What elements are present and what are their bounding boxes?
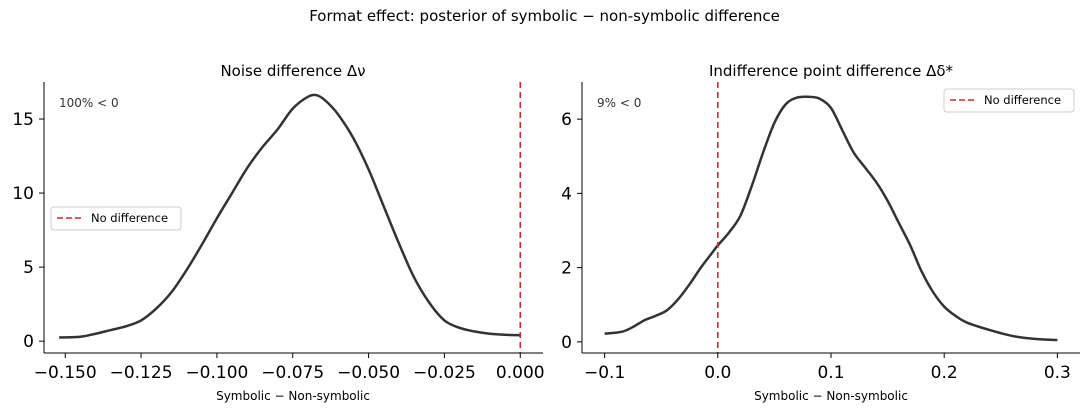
- x-tick-label: 0.000: [496, 363, 545, 383]
- figure-title: Format effect: posterior of symbolic − n…: [309, 7, 780, 25]
- x-tick-label: −0.125: [110, 363, 173, 383]
- y-tick-label: 0: [561, 333, 572, 353]
- x-tick-label: 0.1: [817, 363, 844, 383]
- probability-annotation: 9% < 0: [597, 96, 641, 110]
- density-curve: [604, 95, 1058, 342]
- chart-panel-indifference-point-difference: Indifference point difference Δδ* −0.1 0.…: [561, 62, 1080, 403]
- probability-annotation: 100% < 0: [59, 96, 119, 110]
- chart-title: Indifference point difference Δδ*: [709, 62, 954, 80]
- x-tick-label: −0.050: [337, 363, 400, 383]
- x-tick-label: −0.150: [34, 363, 97, 383]
- x-tick-label: 0.0: [704, 363, 731, 383]
- x-tick-label: 0.2: [931, 363, 958, 383]
- legend-frame: [50, 206, 182, 231]
- y-tick-label: 6: [561, 110, 572, 130]
- x-axis-label: Symbolic − Non-symbolic: [216, 389, 370, 403]
- density-curve: [59, 93, 521, 339]
- y-tick-label: 4: [561, 184, 572, 204]
- legend: No difference: [50, 206, 182, 231]
- y-tick-label: 0: [23, 332, 34, 352]
- y-tick-label: 10: [12, 184, 34, 204]
- legend-label: No difference: [91, 211, 168, 225]
- x-tick-label: −0.025: [413, 363, 476, 383]
- x-tick-label: −0.100: [185, 363, 248, 383]
- x-axis-label: Symbolic − Non-symbolic: [754, 389, 908, 403]
- x-tick-label: −0.1: [584, 363, 625, 383]
- legend-label: No difference: [984, 93, 1061, 107]
- legend-frame: [943, 88, 1075, 113]
- legend: No difference: [943, 88, 1075, 113]
- chart-panel-noise-difference: Noise difference Δν −0.150 −0.125 −0.100 −0…: [12, 62, 544, 403]
- y-tick-label: 5: [23, 258, 34, 278]
- y-tick-label: 15: [12, 110, 34, 130]
- y-tick-label: 2: [561, 259, 572, 279]
- x-tick-label: 0.3: [1044, 363, 1071, 383]
- x-tick-label: −0.075: [261, 363, 324, 383]
- chart-title: Noise difference Δν: [220, 62, 365, 80]
